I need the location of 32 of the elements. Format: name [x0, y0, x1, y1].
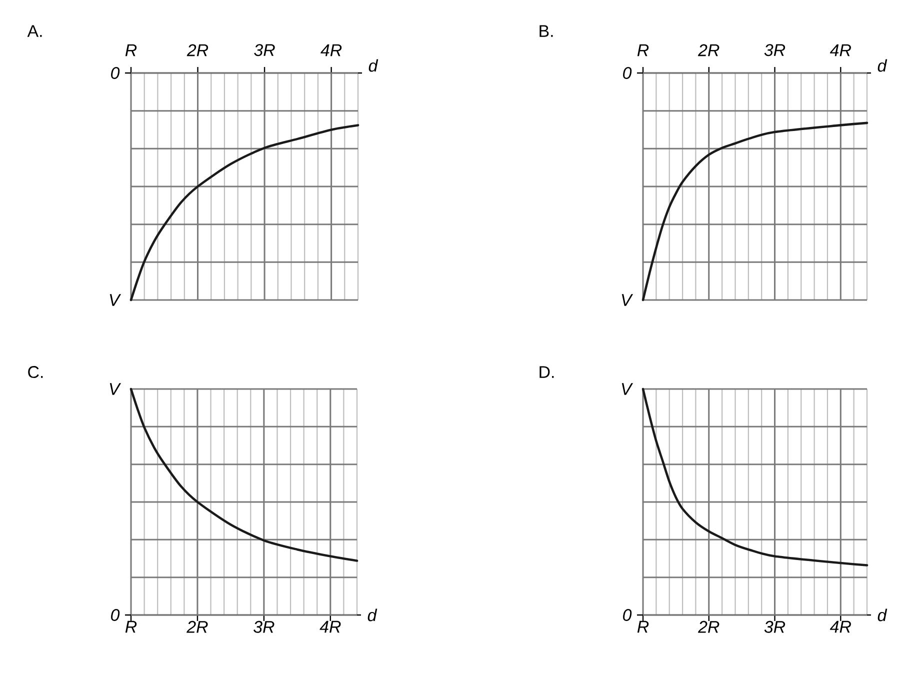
text: 0 [623, 66, 632, 79]
x-tick-label: R [637, 620, 649, 633]
x-tick-label: 4R [830, 44, 851, 56]
text: 0 [111, 66, 120, 79]
x-axis-title: d [368, 608, 378, 622]
chart-title: B. [540, 25, 553, 37]
x-tick-label: 2R [698, 44, 720, 56]
text: V [622, 383, 634, 395]
x-tick-label: 3R [254, 44, 275, 56]
x-tick-label: 3R [254, 620, 274, 633]
x-tick-label: 3R [764, 620, 786, 633]
x-tick-label: R [637, 44, 649, 56]
chart-title: A. [27, 25, 42, 37]
x-tick-label: 4R [320, 620, 341, 633]
x-tick-label: R [125, 620, 137, 633]
x-axis-title: d [878, 59, 888, 72]
x-tick-label: R [125, 44, 137, 56]
text: V [110, 294, 122, 306]
chart-title: D. [540, 366, 554, 378]
x-tick-label: 4R [320, 44, 342, 56]
text: 0 [623, 608, 632, 621]
chart-title: C. [28, 366, 43, 378]
x-axis-title: d [878, 608, 888, 622]
x-tick-label: 2R [186, 44, 208, 56]
text: V [622, 294, 634, 306]
x-tick-label: 2R [186, 620, 208, 633]
text: V [110, 383, 122, 395]
x-axis-title: d [368, 59, 378, 72]
text: 0 [111, 608, 120, 621]
x-tick-label: 3R [764, 44, 786, 56]
x-tick-label: 4R [830, 620, 851, 633]
x-tick-label: 2R [698, 620, 720, 633]
